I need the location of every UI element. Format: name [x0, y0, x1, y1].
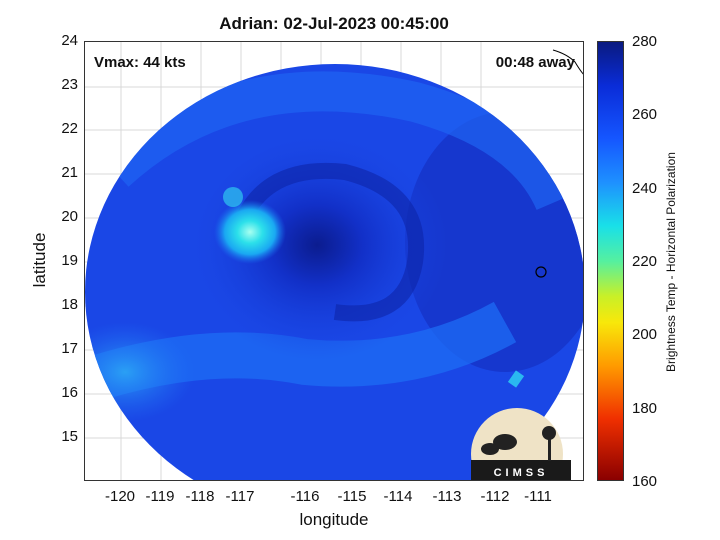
- y-axis-label: latitude: [30, 232, 49, 288]
- y-tick: 22: [61, 120, 78, 137]
- microwave-swath: CIMSS: [85, 42, 583, 480]
- x-tick: -112: [480, 488, 510, 505]
- colorbar-tick: 260: [632, 106, 658, 123]
- colorbar-tick: 220: [632, 253, 658, 270]
- x-axis-label: longitude: [299, 510, 369, 529]
- x-tick: -115: [337, 488, 367, 505]
- map-title: Adrian: 02-Jul-2023 00:45:00: [219, 14, 449, 33]
- x-tick: -113: [432, 488, 462, 505]
- x-tick: -114: [383, 488, 413, 505]
- vmax-label: Vmax: 44 kts: [94, 54, 186, 71]
- y-tick: 15: [61, 428, 78, 445]
- colorbar-tick: 280: [632, 33, 658, 50]
- logo-text: CIMSS: [494, 467, 549, 479]
- x-tick: -118: [185, 488, 215, 505]
- x-tick: -116: [290, 488, 320, 505]
- x-tick: -119: [145, 488, 175, 505]
- cimss-logo: CIMSS: [471, 408, 571, 480]
- colorbar-label: Brightness Temp - Horizontal Polarizatio…: [664, 152, 678, 372]
- coastline: [552, 49, 583, 75]
- colorbar-tick: 160: [632, 473, 658, 490]
- satellite-map-panel: CIMSS Vmax: 44 kts 00:48 away: [84, 41, 584, 481]
- x-tick: -120: [104, 488, 136, 505]
- y-tick: 16: [61, 384, 78, 401]
- y-tick: 17: [61, 340, 78, 357]
- time-offset-label: 00:48 away: [495, 54, 575, 71]
- y-tick: 24: [61, 32, 78, 49]
- x-tick: -111: [524, 488, 552, 505]
- y-tick: 18: [61, 296, 78, 313]
- colorbar: [597, 41, 624, 481]
- y-tick: 19: [61, 252, 78, 269]
- y-tick: 23: [61, 76, 78, 93]
- x-tick: -117: [225, 488, 255, 505]
- colorbar-tick: 180: [632, 400, 658, 417]
- colorbar-tick: 240: [632, 180, 658, 197]
- y-tick: 20: [61, 208, 78, 225]
- colorbar-tick: 200: [632, 326, 658, 343]
- y-tick: 21: [61, 164, 78, 181]
